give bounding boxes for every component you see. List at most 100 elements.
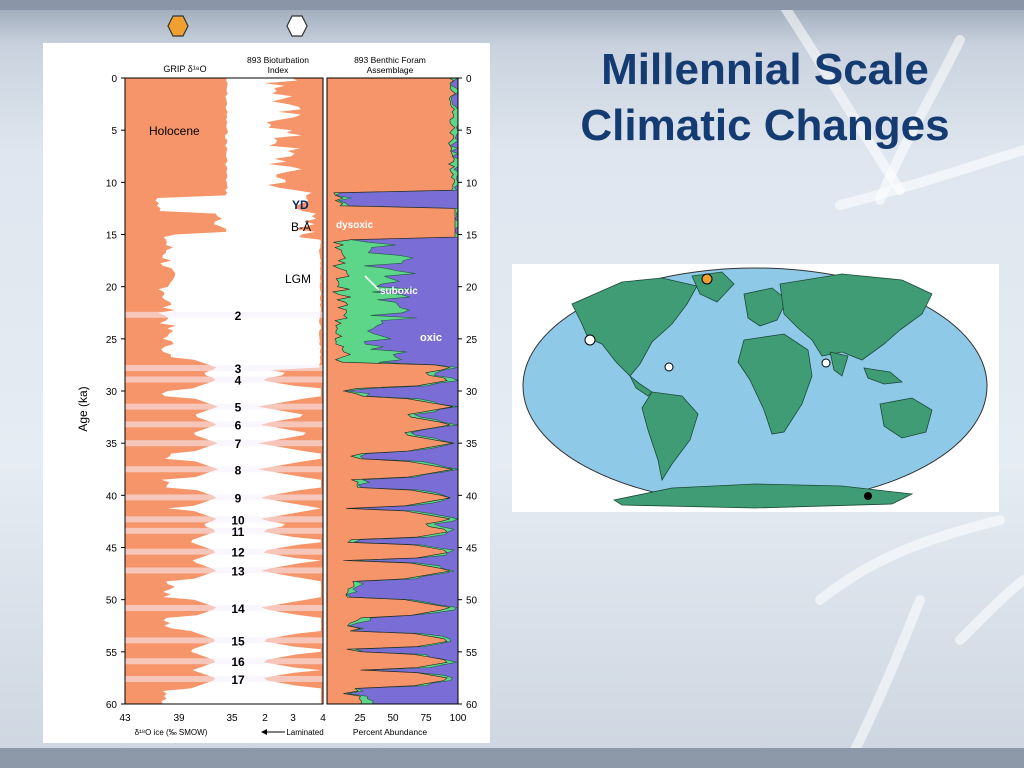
age-tick-label-right: 5 [466, 126, 472, 137]
title-line-1: Millennial Scale [601, 45, 929, 94]
interstadial-label: 9 [235, 491, 242, 505]
panel2-header-line2: Index [268, 65, 290, 75]
age-tick-label-left: 25 [106, 335, 118, 346]
interstadial-label: 8 [235, 463, 242, 477]
interstadial-label: 3 [235, 362, 242, 376]
grip-isotope-area [125, 78, 228, 704]
interstadial-label: 12 [231, 546, 245, 560]
africa [737, 333, 813, 435]
interstadial-band [125, 516, 323, 523]
label-suboxic: suboxic [380, 286, 418, 297]
india [829, 351, 849, 377]
label-holocene: Holocene [149, 124, 200, 138]
interstadial-band [125, 567, 323, 574]
panel2-xtick: 4 [320, 713, 326, 724]
label-lgm: LGM [285, 272, 311, 286]
age-tick-label-right: 10 [466, 178, 478, 189]
panel2-header-line1: 893 Bioturbation [247, 55, 309, 65]
interstadial-label: 7 [235, 437, 242, 451]
y-axis-label: Age (ka) [76, 386, 90, 431]
panel2-xtick: 2 [262, 713, 268, 724]
slide-title: Millennial Scale Climatic Changes [520, 42, 1010, 154]
title-line-2: Climatic Changes [580, 101, 950, 150]
southeast-asia-islands [863, 367, 903, 385]
laminated-arrowhead [261, 729, 267, 735]
interstadial-band [125, 376, 323, 383]
age-tick-label-left: 10 [106, 178, 118, 189]
age-tick-label-left: 35 [106, 439, 118, 450]
label-oxic: oxic [420, 332, 442, 344]
bioturbation-area [258, 78, 323, 704]
interstadial-band [125, 365, 323, 372]
age-tick-label-left: 40 [106, 491, 118, 502]
site-cariaco-white [664, 362, 674, 372]
age-tick-label-right: 30 [466, 387, 478, 398]
label-dysoxic: dysoxic [336, 220, 374, 231]
label-ba: B-Å [291, 219, 311, 234]
age-tick-label-left: 20 [106, 283, 118, 294]
interstadial-band [125, 494, 323, 501]
panel3-header-line2: Assemblage [367, 65, 414, 75]
panel3-xtick: 75 [420, 713, 432, 724]
panel1-xtick: 43 [119, 713, 131, 724]
age-tick-label-left: 5 [111, 126, 117, 137]
panel2-xtick: 3 [290, 713, 296, 724]
site-santa-barbara-white [584, 334, 596, 346]
site-arabian-sea-white [821, 358, 831, 368]
asia [779, 273, 933, 361]
age-tick-label-right: 55 [466, 648, 478, 659]
interstadial-band [125, 403, 323, 410]
australia [879, 397, 933, 439]
age-tick-label-right: 20 [466, 283, 478, 294]
interstadial-label: 13 [231, 564, 245, 578]
antarctica [612, 483, 914, 509]
interstadial-band [125, 675, 323, 682]
climate-record-figure: 0 0 5 5 10 10 15 15 20 20 25 25 30 30 35 35 40 40 45 45 50 50… [43, 43, 490, 743]
interstadial-band [125, 658, 323, 665]
dysoxic-area [326, 77, 457, 705]
age-tick-label-right: 25 [466, 335, 478, 346]
interstadial-band [125, 440, 323, 447]
europe [743, 287, 788, 327]
panel3-header-line1: 893 Benthic Foram [354, 55, 426, 65]
panel3-xtick: 100 [450, 713, 467, 724]
interstadial-label: 16 [231, 655, 245, 669]
age-tick-label-left: 45 [106, 544, 118, 555]
interstadial-band [125, 637, 323, 644]
orange-hexagon-marker [167, 15, 189, 37]
site-antarctica-black [864, 492, 872, 500]
age-tick-label-right: 45 [466, 544, 478, 555]
panel3-xlabel: Percent Abundance [353, 727, 427, 737]
site-greenland-orange [701, 273, 713, 285]
interstadial-label: 14 [231, 602, 245, 616]
interstadial-band [125, 605, 323, 612]
panel1-xtick: 35 [226, 713, 238, 724]
interstadial-band [125, 466, 323, 473]
panel1-xlabel: δ¹⁸O ice (‰ SMOW) [135, 728, 208, 737]
age-tick-label-right: 50 [466, 596, 478, 607]
panel1-xtick: 39 [173, 713, 185, 724]
interstadial-label: 6 [235, 418, 242, 432]
world-map-svg [522, 267, 988, 509]
age-tick-label-left: 50 [106, 596, 118, 607]
interstadial-label: 11 [232, 525, 245, 539]
suboxic-arrow [364, 275, 380, 291]
panel3-xtick: 50 [387, 713, 399, 724]
age-tick-label-left: 60 [106, 700, 118, 711]
interstadial-label: 15 [231, 634, 245, 648]
age-tick-label-right: 60 [466, 700, 478, 711]
age-tick-label-right: 35 [466, 439, 478, 450]
interstadial-label: 4 [235, 374, 242, 388]
age-tick-label-left: 0 [111, 74, 117, 85]
label-yd: YD [292, 198, 309, 212]
panel2-xlabel: Laminated [286, 728, 323, 737]
age-tick-label-left: 15 [106, 231, 118, 242]
interstadial-band [125, 527, 323, 534]
central-america [629, 375, 653, 397]
age-tick-label-right: 15 [466, 231, 478, 242]
interstadial-label: 2 [235, 309, 242, 323]
world-map [512, 264, 999, 512]
interstadial-label: 10 [231, 513, 245, 527]
panel3-xtick: 25 [354, 713, 366, 724]
